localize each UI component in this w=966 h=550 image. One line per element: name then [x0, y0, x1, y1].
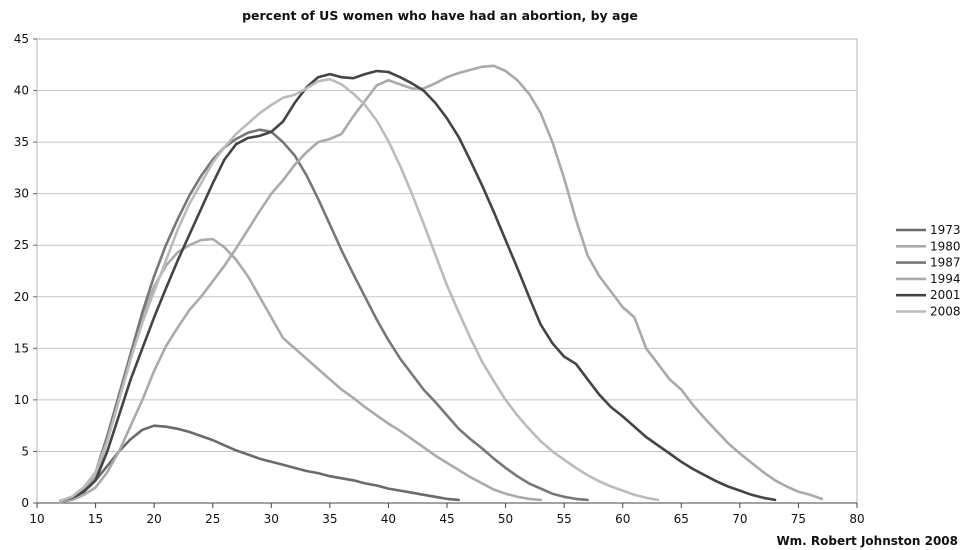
- gridlines: [36, 38, 858, 504]
- legend-label-1980: 1980: [930, 239, 961, 253]
- legend-label-2001: 2001: [930, 288, 961, 302]
- x-tick-label: 35: [322, 512, 337, 526]
- y-tick-label: 5: [21, 444, 29, 458]
- credit-text: Wm. Robert Johnston 2008: [776, 534, 958, 548]
- axes: 0 5 10 15 20 25 30 35 40 45 10 15 20 25 30 35 40 45 50 55 60…: [14, 32, 865, 526]
- series-line-1980: [59, 237, 542, 503]
- x-tick-label: 70: [732, 512, 747, 526]
- y-tick-label: 40: [14, 84, 29, 98]
- x-tick-label: 75: [791, 512, 806, 526]
- x-tick-label: 50: [498, 512, 513, 526]
- y-tick-label: 45: [14, 32, 29, 46]
- series-line-2008: [59, 77, 660, 503]
- x-tick-label: 30: [264, 512, 279, 526]
- x-tick-label: 65: [674, 512, 689, 526]
- legend: 1973 1980 1987 1994 2001 2008: [896, 223, 961, 319]
- y-tick-label: 15: [14, 341, 29, 355]
- y-tick-label: 35: [14, 135, 29, 149]
- x-tick-label: 55: [557, 512, 572, 526]
- y-tick-label: 0: [21, 496, 29, 510]
- series-group: [59, 64, 824, 504]
- plot-frame: [36, 38, 858, 504]
- chart-title: percent of US women who have had an abor…: [242, 8, 638, 23]
- y-tick-label: 25: [14, 238, 29, 252]
- x-tick-label: 20: [147, 512, 162, 526]
- legend-label-1994: 1994: [930, 272, 961, 286]
- series-line-1973: [59, 424, 460, 503]
- legend-label-1987: 1987: [930, 256, 961, 270]
- series-line-1987: [59, 128, 589, 503]
- x-tick-label: 15: [88, 512, 103, 526]
- x-tick-label: 45: [439, 512, 454, 526]
- x-tick-label: 25: [205, 512, 220, 526]
- y-tick-label: 30: [14, 187, 29, 201]
- legend-label-2008: 2008: [930, 305, 961, 319]
- series-line-2001: [59, 69, 777, 503]
- x-tick-label: 40: [381, 512, 396, 526]
- x-tick-label: 80: [849, 512, 864, 526]
- legend-label-1973: 1973: [930, 223, 961, 237]
- series-line-1994: [59, 64, 824, 504]
- y-tick-label: 10: [14, 393, 29, 407]
- x-tick-label: 10: [29, 512, 44, 526]
- x-tick-label: 60: [615, 512, 630, 526]
- y-tick-label: 20: [14, 290, 29, 304]
